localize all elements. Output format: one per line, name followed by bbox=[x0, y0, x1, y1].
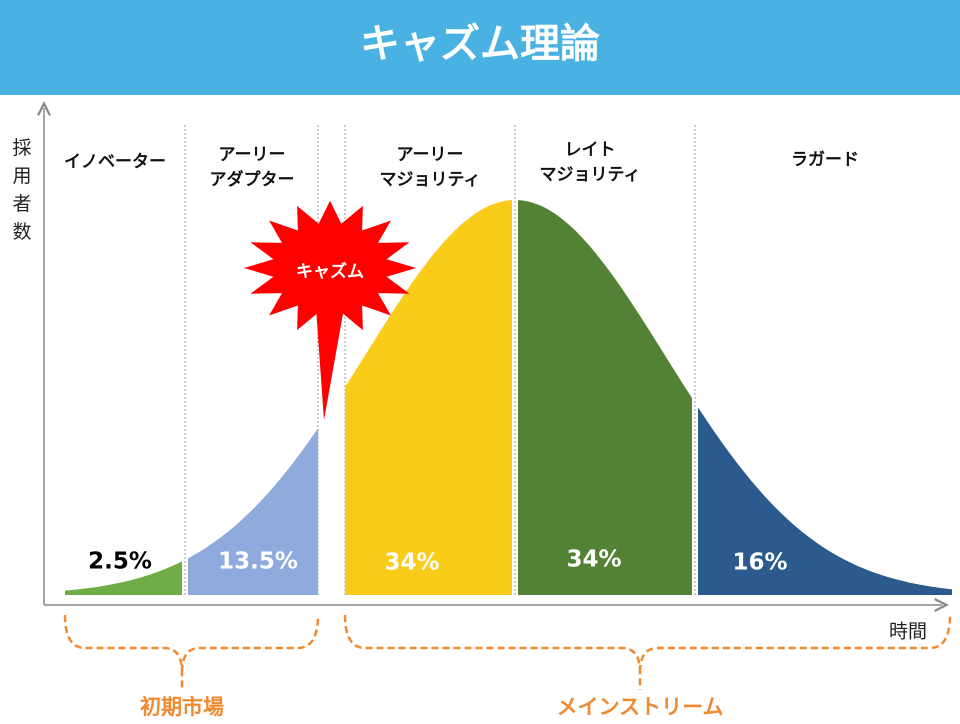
segment-share: 34% bbox=[566, 547, 621, 573]
header-band bbox=[0, 0, 960, 95]
y-axis-label: 採用者数 bbox=[12, 137, 31, 243]
bracket bbox=[63, 614, 320, 690]
bracket-label: メインストリーム bbox=[557, 695, 724, 719]
segment-share: 16% bbox=[732, 550, 787, 576]
chasm-spike bbox=[316, 308, 344, 420]
chasm-star bbox=[243, 200, 417, 336]
bracket bbox=[343, 614, 952, 690]
segment-share: 2.5% bbox=[88, 549, 152, 575]
segment bbox=[345, 200, 512, 595]
segment-share: 13.5% bbox=[218, 549, 298, 575]
segment-label: アダプター bbox=[210, 169, 295, 190]
segment-label: マジョリティ bbox=[380, 170, 481, 190]
segment bbox=[188, 428, 318, 595]
brackets: 初期市場 メインストリーム bbox=[63, 614, 952, 719]
chasm: キャズム bbox=[243, 200, 417, 420]
segment-label: マジョリティ bbox=[540, 165, 641, 185]
bracket-label: 初期市場 bbox=[140, 695, 224, 719]
segment bbox=[65, 561, 182, 595]
chasm-label: キャズム bbox=[296, 261, 364, 282]
segment bbox=[518, 200, 692, 595]
segment-label: イノベーター bbox=[64, 152, 166, 172]
segment-label: ラガード bbox=[791, 150, 859, 170]
segment bbox=[698, 407, 952, 595]
segment-share: 34% bbox=[384, 550, 439, 576]
title: キャズム理論 bbox=[360, 21, 600, 67]
segment-label: アーリー bbox=[219, 145, 286, 165]
x-axis-label: 時間 bbox=[889, 621, 927, 643]
curve bbox=[65, 125, 952, 595]
y-axis-label-text: 採用者数 bbox=[12, 137, 31, 243]
segment-label: レイト bbox=[565, 140, 616, 160]
segment-label: アーリー bbox=[397, 145, 464, 165]
